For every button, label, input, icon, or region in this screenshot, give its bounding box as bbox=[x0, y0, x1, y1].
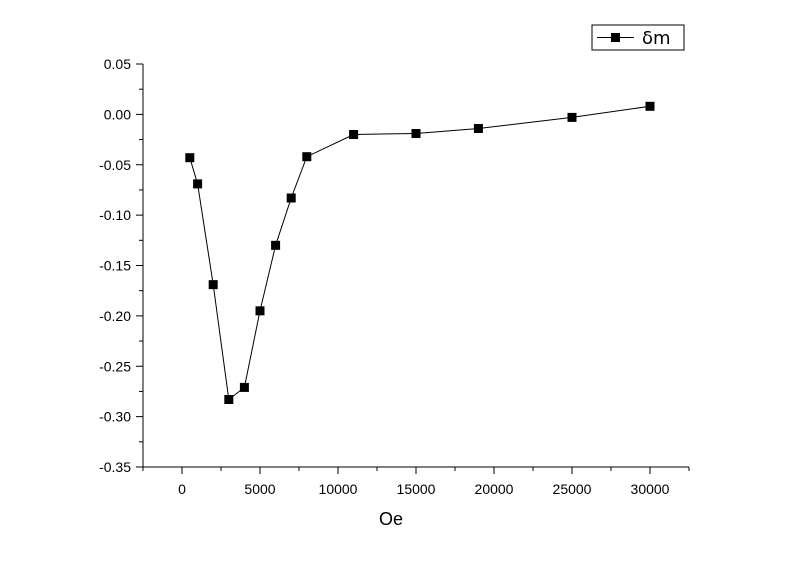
y-ticks: 0.05 0.00 -0.05 -0.10 -0.15 -0.20 -0.25 -0.30 -0… bbox=[99, 56, 143, 475]
data-point bbox=[645, 101, 655, 111]
series-line bbox=[189, 105, 651, 401]
data-point bbox=[567, 112, 577, 122]
x-ticks: 0 5000 10000 15000 20000 25000 30000 bbox=[142, 467, 690, 497]
y-tick-label: -0.10 bbox=[99, 207, 131, 223]
y-tick-label: -0.25 bbox=[99, 358, 131, 374]
y-tick-label: -0.30 bbox=[99, 409, 131, 425]
data-point bbox=[255, 306, 265, 316]
legend-label: δm bbox=[642, 28, 671, 49]
y-tick-label: -0.35 bbox=[99, 459, 131, 475]
x-tick-label: 15000 bbox=[397, 481, 436, 497]
x-tick-label: 20000 bbox=[475, 481, 514, 497]
x-tick-label: 5000 bbox=[244, 481, 275, 497]
y-tick-label: 0.05 bbox=[104, 56, 131, 72]
legend: δm bbox=[591, 24, 685, 51]
x-axis-title: Oe bbox=[379, 509, 403, 529]
data-point bbox=[411, 129, 421, 139]
data-point bbox=[208, 280, 218, 290]
data-point bbox=[271, 240, 281, 250]
x-tick-label: 25000 bbox=[553, 481, 592, 497]
data-point bbox=[302, 152, 312, 162]
x-tick-label: 30000 bbox=[631, 481, 670, 497]
data-point bbox=[473, 123, 483, 133]
data-point bbox=[239, 382, 249, 392]
legend-marker-square bbox=[611, 33, 620, 42]
data-point bbox=[286, 193, 296, 203]
data-point bbox=[193, 179, 203, 189]
data-point bbox=[349, 130, 359, 140]
y-tick-label: -0.15 bbox=[99, 258, 131, 274]
data-point bbox=[224, 394, 234, 404]
x-tick-label: 0 bbox=[178, 481, 186, 497]
y-tick-label: -0.20 bbox=[99, 308, 131, 324]
axes bbox=[142, 64, 689, 468]
y-tick-label: 0.00 bbox=[104, 106, 131, 122]
data-point bbox=[185, 153, 195, 163]
x-tick-label: 10000 bbox=[319, 481, 358, 497]
y-tick-label: -0.05 bbox=[99, 157, 131, 173]
series-layer bbox=[185, 101, 655, 404]
